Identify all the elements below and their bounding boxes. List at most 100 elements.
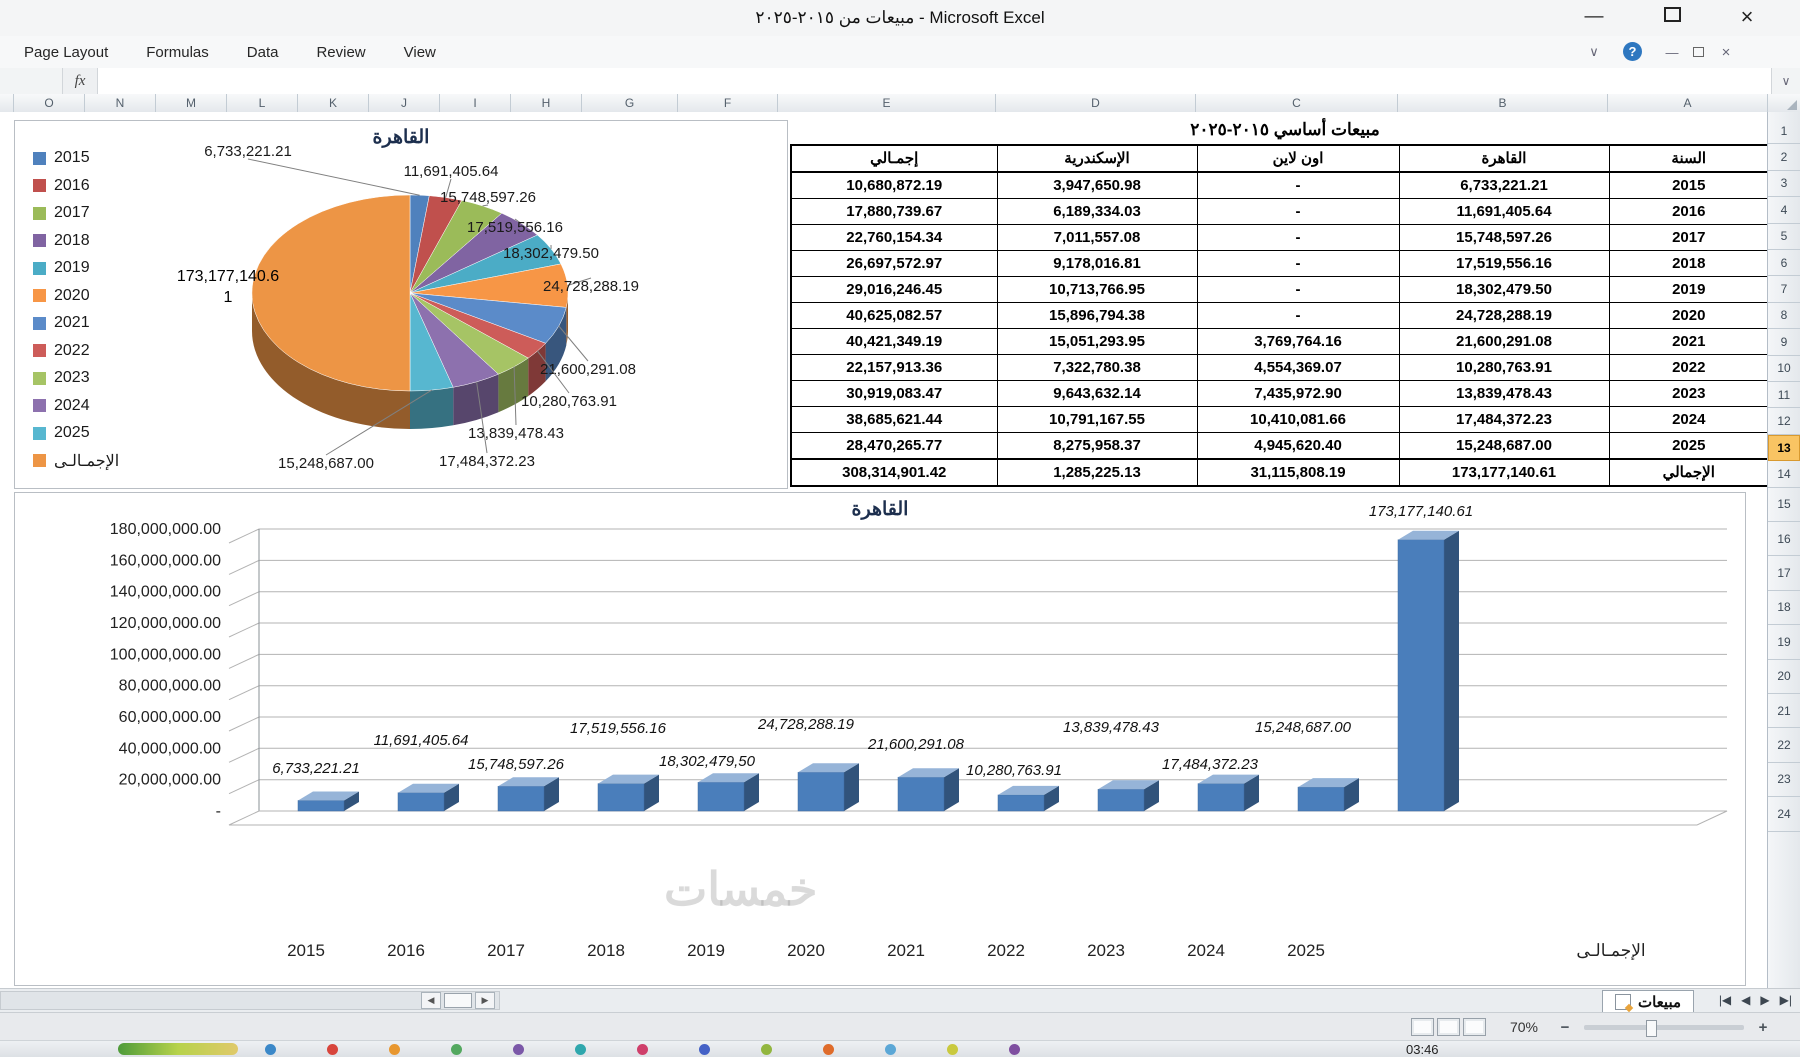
row-header-13[interactable]: 13 xyxy=(1768,435,1800,461)
table-cell[interactable]: 2020 xyxy=(1609,303,1769,329)
table-cell[interactable]: 2022 xyxy=(1609,355,1769,381)
ribbon-tab-view[interactable]: View xyxy=(404,44,436,61)
table-cell[interactable]: 2023 xyxy=(1609,381,1769,407)
column-header-B[interactable]: B xyxy=(1398,94,1608,112)
table-cell[interactable]: 7,322,780.38 xyxy=(997,355,1197,381)
taskbar-icon[interactable] xyxy=(451,1044,462,1055)
bar-2019[interactable] xyxy=(698,782,744,811)
column-header-E[interactable]: E xyxy=(778,94,996,112)
column-header-O[interactable]: O xyxy=(14,94,85,112)
table-cell[interactable]: 22,157,913.36 xyxy=(791,355,997,381)
table-cell[interactable]: 22,760,154.34 xyxy=(791,225,997,251)
column-header-M[interactable]: M xyxy=(156,94,227,112)
table-total-cell[interactable]: الإجمالي xyxy=(1609,459,1769,486)
taskbar-icon[interactable] xyxy=(513,1044,524,1055)
tab-next-icon[interactable]: ▶ xyxy=(1760,993,1769,1007)
tab-prev-icon[interactable]: ◀ xyxy=(1741,993,1750,1007)
table-cell[interactable]: 24,728,288.19 xyxy=(1399,303,1609,329)
row-header-11[interactable]: 11 xyxy=(1768,382,1800,408)
sheet-title-cell[interactable]: مبيعات أساسي ٢٠١٥-٢٠٢٥ xyxy=(1085,120,1485,140)
taskbar-icon[interactable] xyxy=(1009,1044,1020,1055)
table-cell[interactable]: 7,435,972.90 xyxy=(1197,381,1399,407)
taskbar-icon[interactable] xyxy=(575,1044,586,1055)
row-header-1[interactable]: 1 xyxy=(1768,118,1800,144)
table-cell[interactable]: 7,011,557.08 xyxy=(997,225,1197,251)
column-header-C[interactable]: C xyxy=(1196,94,1398,112)
table-cell[interactable]: 30,919,083.47 xyxy=(791,381,997,407)
view-page-break-icon[interactable] xyxy=(1463,1018,1486,1036)
row-header-20[interactable]: 20 xyxy=(1768,660,1800,694)
sheet-tab-active[interactable]: مبيعات xyxy=(1602,990,1694,1013)
ribbon-tab-page-layout[interactable]: Page Layout xyxy=(24,44,108,61)
table-cell[interactable]: 15,748,597.26 xyxy=(1399,225,1609,251)
taskbar-icon[interactable] xyxy=(637,1044,648,1055)
row-header-2[interactable]: 2 xyxy=(1768,144,1800,170)
taskbar-icon[interactable] xyxy=(823,1044,834,1055)
bar-2017[interactable] xyxy=(498,786,544,811)
row-header-21[interactable]: 21 xyxy=(1768,694,1800,728)
bar-2023[interactable] xyxy=(1098,789,1144,811)
table-cell[interactable]: 10,791,167.55 xyxy=(997,407,1197,433)
row-header-14[interactable]: 14 xyxy=(1768,461,1800,487)
table-header-cell[interactable]: اون لاين xyxy=(1197,145,1399,172)
table-cell[interactable]: 29,016,246.45 xyxy=(791,277,997,303)
table-cell[interactable]: 26,697,572.97 xyxy=(791,251,997,277)
window-minimize-small-icon[interactable]: — xyxy=(1662,42,1682,62)
row-header-8[interactable]: 8 xyxy=(1768,303,1800,329)
table-cell[interactable]: 3,769,764.16 xyxy=(1197,329,1399,355)
taskbar-icon[interactable] xyxy=(761,1044,772,1055)
table-cell[interactable]: - xyxy=(1197,225,1399,251)
taskbar-icon[interactable] xyxy=(265,1044,276,1055)
table-cell[interactable]: 40,625,082.57 xyxy=(791,303,997,329)
bar-2025[interactable] xyxy=(1298,787,1344,811)
maximize-button[interactable] xyxy=(1649,2,1695,32)
column-header-I[interactable]: I xyxy=(440,94,511,112)
table-cell[interactable]: - xyxy=(1197,172,1399,199)
column-header-G[interactable]: G xyxy=(582,94,678,112)
table-total-cell[interactable]: 173,177,140.61 xyxy=(1399,459,1609,486)
table-cell[interactable]: 15,248,687.00 xyxy=(1399,433,1609,460)
table-cell[interactable]: 21,600,291.08 xyxy=(1399,329,1609,355)
table-cell[interactable]: 15,896,794.38 xyxy=(997,303,1197,329)
row-header-5[interactable]: 5 xyxy=(1768,224,1800,250)
insert-worksheet-icon[interactable] xyxy=(1615,994,1631,1010)
formula-input[interactable] xyxy=(98,68,1771,94)
ribbon-tab-data[interactable]: Data xyxy=(247,44,279,61)
scrollbar-thumb[interactable] xyxy=(444,993,472,1008)
zoom-slider[interactable] xyxy=(1584,1025,1744,1030)
table-cell[interactable]: 17,880,739.67 xyxy=(791,199,997,225)
zoom-slider-thumb[interactable] xyxy=(1646,1020,1657,1037)
ribbon-tab-review[interactable]: Review xyxy=(316,44,365,61)
zoom-in-icon[interactable]: + xyxy=(1754,1018,1772,1036)
close-button[interactable]: × xyxy=(1724,2,1770,32)
taskbar-icon[interactable] xyxy=(389,1044,400,1055)
row-header-3[interactable]: 3 xyxy=(1768,171,1800,197)
table-cell[interactable]: 18,302,479.50 xyxy=(1399,277,1609,303)
table-total-cell[interactable]: 1,285,225.13 xyxy=(997,459,1197,486)
row-header-9[interactable]: 9 xyxy=(1768,329,1800,355)
row-header-12[interactable]: 12 xyxy=(1768,408,1800,434)
table-cell[interactable]: - xyxy=(1197,199,1399,225)
row-header-18[interactable]: 18 xyxy=(1768,591,1800,625)
zoom-out-icon[interactable]: − xyxy=(1556,1018,1574,1036)
table-total-cell[interactable]: 31,115,808.19 xyxy=(1197,459,1399,486)
help-icon[interactable]: ? xyxy=(1623,42,1642,61)
table-cell[interactable]: 6,733,221.21 xyxy=(1399,172,1609,199)
horizontal-scrollbar[interactable]: ◀ ▶ xyxy=(0,991,500,1010)
column-header-F[interactable]: F xyxy=(678,94,778,112)
formula-bar-expand-icon[interactable]: ∨ xyxy=(1771,68,1800,94)
bar-2018[interactable] xyxy=(598,784,644,811)
column-header-K[interactable]: K xyxy=(298,94,369,112)
bar-2015[interactable] xyxy=(298,801,344,812)
zoom-level[interactable]: 70% xyxy=(1510,1019,1538,1035)
table-cell[interactable]: 17,519,556.16 xyxy=(1399,251,1609,277)
table-cell[interactable]: 2015 xyxy=(1609,172,1769,199)
taskbar-icon[interactable] xyxy=(699,1044,710,1055)
table-cell[interactable]: 9,178,016.81 xyxy=(997,251,1197,277)
table-cell[interactable]: - xyxy=(1197,277,1399,303)
bar-2024[interactable] xyxy=(1198,784,1244,811)
table-cell[interactable]: 15,051,293.95 xyxy=(997,329,1197,355)
table-header-cell[interactable]: الإسكندرية xyxy=(997,145,1197,172)
